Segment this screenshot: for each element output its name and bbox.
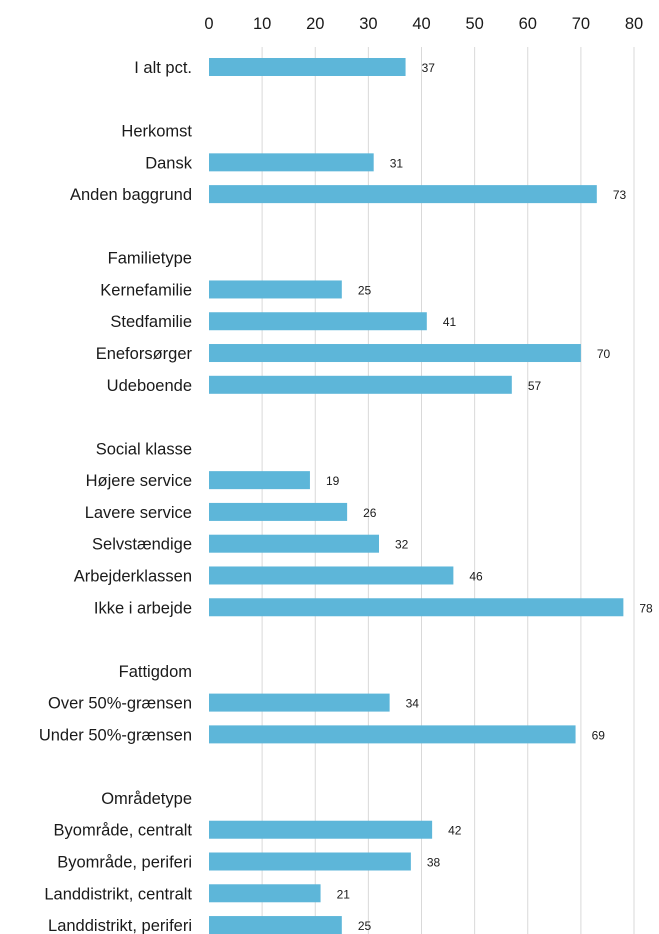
category-label: Landdistrikt, centralt [44, 885, 192, 903]
bar [209, 185, 597, 204]
bar [209, 693, 390, 712]
data-label: 37 [422, 61, 436, 75]
category-label: Selvstændige [92, 536, 192, 554]
bar [209, 916, 342, 934]
category-label: Dansk [145, 154, 193, 172]
category-label: Udeboende [107, 377, 192, 395]
x-tick-label: 60 [519, 15, 537, 33]
data-label: 19 [326, 474, 340, 488]
bar [209, 280, 342, 299]
data-label: 70 [597, 347, 611, 361]
data-label: 26 [363, 506, 377, 520]
category-label: Over 50%-grænsen [48, 695, 192, 713]
category-label: Byområde, centralt [54, 822, 193, 840]
bars [209, 58, 624, 934]
bar [209, 471, 310, 490]
group-heading: Social klasse [96, 440, 192, 458]
bar [209, 598, 624, 617]
data-label: 46 [469, 569, 483, 583]
bar [209, 884, 321, 903]
data-label: 32 [395, 538, 409, 552]
bar [209, 534, 379, 553]
x-tick-label: 30 [359, 15, 377, 33]
data-label: 21 [337, 887, 351, 901]
bar [209, 344, 581, 363]
data-label: 69 [592, 728, 606, 742]
bar [209, 566, 454, 585]
group-heading: Fattigdom [119, 663, 192, 681]
category-label: Stedfamilie [110, 313, 192, 331]
data-label: 38 [427, 856, 441, 870]
data-label: 25 [358, 919, 372, 933]
bar [209, 852, 411, 871]
data-label: 73 [613, 188, 627, 202]
bar [209, 153, 374, 172]
data-label: 42 [448, 824, 462, 838]
bar [209, 502, 348, 521]
group-heading: Familietype [108, 250, 192, 268]
category-label: Ikke i arbejde [94, 599, 192, 617]
x-tick-label: 0 [204, 15, 213, 33]
x-tick-label: 40 [412, 15, 430, 33]
category-label: I alt pct. [134, 59, 192, 77]
x-tick-label: 50 [465, 15, 483, 33]
category-label: Højere service [86, 472, 192, 490]
x-axis-ticks: 0 10 20 30 40 50 60 70 80 [204, 15, 643, 33]
group-heading: Områdetype [101, 790, 192, 808]
bar [209, 312, 427, 331]
bar [209, 820, 433, 839]
category-label: Kernefamilie [100, 281, 192, 299]
category-label: Anden baggrund [70, 186, 192, 204]
bar [209, 725, 576, 744]
x-tick-label: 70 [572, 15, 590, 33]
category-label: Eneforsørger [96, 345, 193, 363]
group-heading: Herkomst [121, 123, 192, 141]
data-label: 78 [639, 601, 653, 615]
x-tick-label: 10 [253, 15, 271, 33]
bar [209, 58, 406, 76]
x-tick-label: 80 [625, 15, 643, 33]
data-label: 25 [358, 283, 372, 297]
x-tick-label: 20 [306, 15, 324, 33]
category-labels: I alt pct. Herkomst Dansk Anden baggrund Fam… [39, 59, 193, 934]
bar [209, 375, 512, 394]
data-label: 57 [528, 379, 542, 393]
data-label: 41 [443, 315, 457, 329]
category-label: Under 50%-grænsen [39, 726, 192, 744]
category-label: Byområde, periferi [57, 854, 192, 872]
data-label: 34 [406, 697, 420, 711]
category-label: Arbejderklassen [74, 567, 192, 585]
category-label: Lavere service [85, 504, 192, 522]
category-label: Landdistrikt, periferi [48, 917, 192, 934]
data-label: 31 [390, 156, 404, 170]
data-labels: 37 31 73 25 41 70 57 19 26 32 46 78 34 69 42 38 21 25 [326, 61, 653, 933]
gridlines [261, 47, 635, 934]
